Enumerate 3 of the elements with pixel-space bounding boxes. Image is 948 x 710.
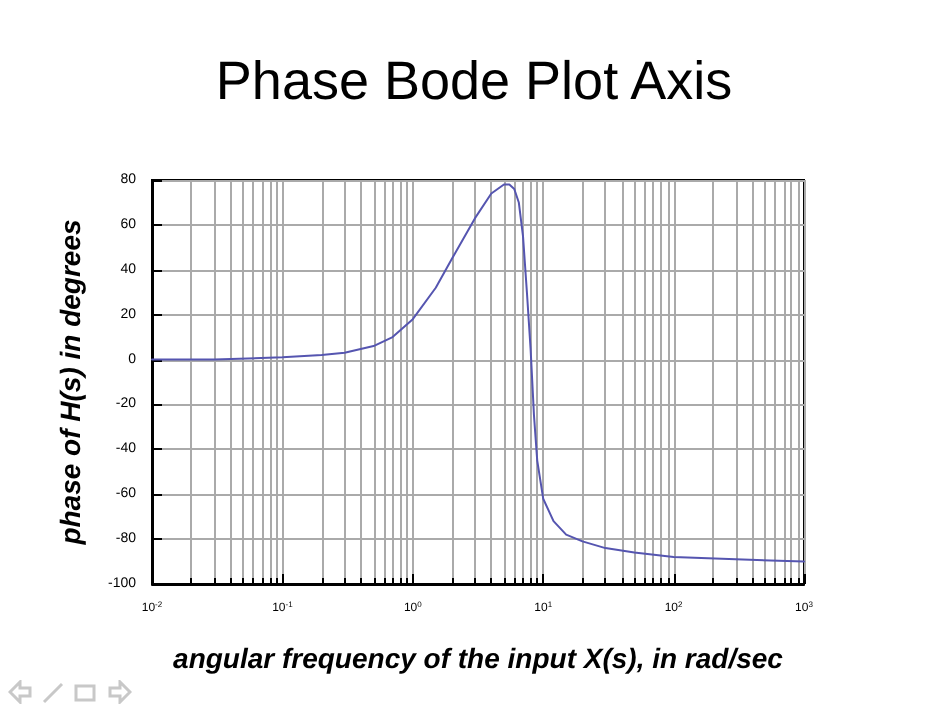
chart-title: Phase Bode Plot Axis (215, 51, 733, 111)
y-axis-title: phase of H(s) in degrees (54, 218, 86, 547)
x-axis-title: angular frequency of the input X(s), in rad/sec (173, 642, 784, 674)
